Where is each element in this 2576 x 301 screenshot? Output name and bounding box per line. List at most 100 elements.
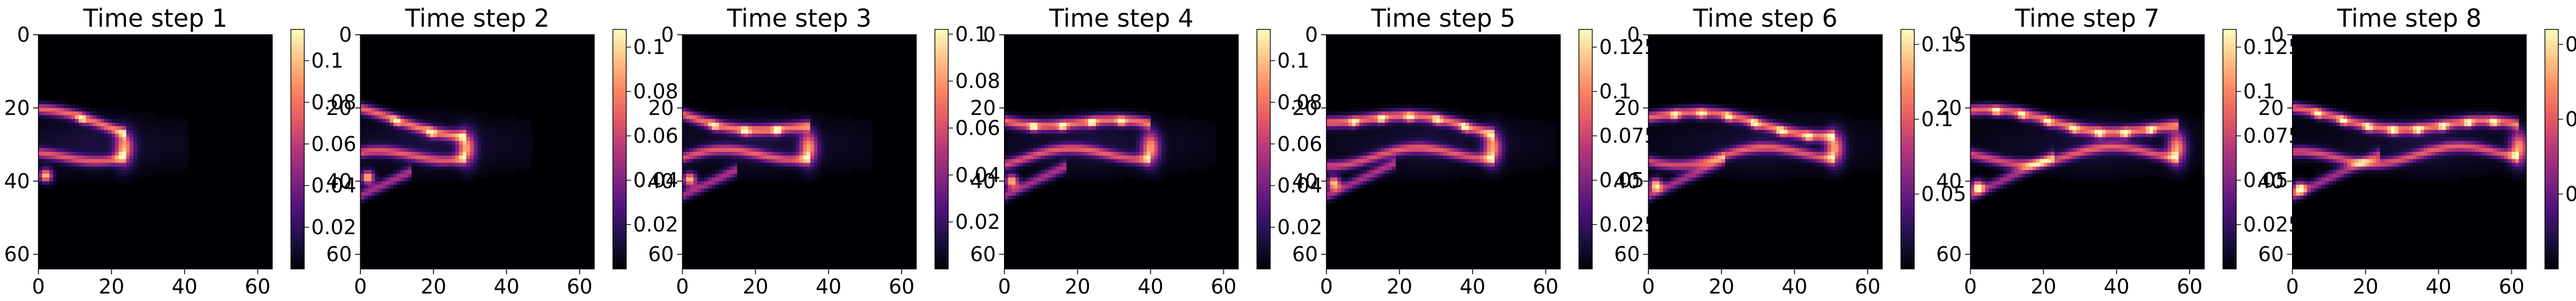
heatmap-cell: [71, 126, 75, 130]
heatmap-cell: [1406, 104, 1411, 109]
heatmap-cell: [726, 133, 730, 138]
heatmap-cell: [741, 122, 745, 127]
heatmap-cell: [75, 166, 79, 171]
heatmap-cell: [730, 119, 734, 123]
heatmap-cell: [64, 115, 68, 119]
heatmap-cell: [1168, 148, 1173, 152]
heatmap-cell: [78, 137, 83, 141]
heatmap-cell: [1527, 119, 1531, 123]
heatmap-cell: [390, 119, 394, 123]
heatmap-cell: [865, 144, 869, 149]
heatmap-cell: [1015, 115, 1020, 119]
heatmap-cell: [499, 148, 503, 152]
heatmap-cell: [452, 152, 456, 156]
heatmap-cell: [813, 177, 818, 182]
heatmap-cell: [748, 141, 752, 145]
heatmap-cell: [386, 126, 390, 130]
heatmap-cell: [1136, 111, 1140, 115]
heatmap-cell: [1110, 166, 1115, 171]
heatmap-cell: [521, 144, 525, 149]
heatmap-cell: [440, 166, 445, 171]
heatmap-cell: [1388, 133, 1393, 138]
heatmap-cell: [1461, 159, 1466, 163]
heatmap-cell: [126, 133, 130, 138]
heatmap-cell: [865, 166, 869, 171]
heatmap-cell: [1055, 152, 1060, 156]
heatmap-cell: [38, 170, 43, 174]
heatmap-cell: [1168, 159, 1173, 163]
heatmap-cell: [847, 159, 851, 163]
heatmap-cell: [1143, 126, 1148, 130]
heatmap-cell: [393, 107, 398, 112]
heatmap-cell: [839, 163, 844, 167]
heatmap-cell: [1147, 119, 1151, 123]
heatmap-cell: [503, 166, 507, 171]
heatmap-cell: [1403, 166, 1407, 171]
heatmap-cell: [455, 141, 460, 145]
heatmap-cell: [1121, 119, 1125, 123]
heatmap-cell: [1176, 122, 1180, 127]
heatmap-cell: [1421, 159, 1426, 163]
heatmap-cell: [1523, 144, 1528, 149]
heatmap-cell: [364, 122, 368, 127]
heatmap-cell: [473, 177, 478, 182]
heatmap-cell: [177, 148, 181, 152]
heatmap-cell: [1432, 137, 1436, 141]
heatmap-cell: [1190, 141, 1195, 145]
heatmap-cell: [1432, 141, 1436, 145]
heatmap-cell: [1085, 141, 1089, 145]
heatmap-cell: [378, 163, 383, 167]
heatmap-cell: [730, 126, 734, 130]
heatmap-cell: [741, 119, 745, 123]
heatmap-cell: [1008, 174, 1012, 178]
heatmap-cell: [1472, 144, 1476, 149]
heatmap-cell: [1414, 148, 1418, 152]
heatmap-cell: [510, 166, 515, 171]
heatmap-cell: [180, 166, 185, 171]
heatmap-cell: [813, 148, 818, 152]
heatmap-cell: [382, 174, 386, 178]
heatmap-cell: [412, 177, 416, 182]
heatmap-cell: [693, 159, 698, 163]
heatmap-cell: [1161, 174, 1166, 178]
heatmap-cell: [1370, 129, 1374, 134]
heatmap-cell: [737, 133, 741, 138]
heatmap-cell: [799, 174, 803, 178]
heatmap-cell: [393, 141, 398, 145]
heatmap-cell: [795, 126, 800, 130]
heatmap-cell: [1425, 148, 1429, 152]
heatmap-cell: [400, 181, 405, 185]
heatmap-cell: [75, 144, 79, 149]
heatmap-cell: [100, 137, 105, 141]
heatmap-cell: [722, 166, 727, 171]
heatmap-cell: [1030, 163, 1034, 167]
heatmap-cell: [452, 166, 456, 171]
heatmap-cell: [1425, 133, 1429, 138]
heatmap-cell: [690, 170, 694, 174]
heatmap-cell: [1447, 107, 1451, 112]
heatmap-cell: [371, 107, 376, 112]
heatmap-cell: [858, 126, 862, 130]
heatmap-cell: [360, 159, 365, 163]
heatmap-cell: [382, 129, 386, 134]
heatmap-cell: [722, 126, 727, 130]
heatmap-cell: [1048, 115, 1053, 119]
heatmap-cell: [1428, 104, 1433, 109]
heatmap-cell: [755, 122, 760, 127]
heatmap-cell: [1063, 133, 1067, 138]
heatmap-cell: [42, 122, 46, 127]
heatmap-cell: [1498, 152, 1502, 156]
heatmap-cell: [437, 141, 441, 145]
heatmap-cell: [1085, 174, 1089, 178]
heatmap-cell: [148, 115, 152, 119]
heatmap-cell: [813, 170, 818, 174]
heatmap-cell: [718, 129, 723, 134]
heatmap-cell: [1063, 107, 1067, 112]
heatmap-cell: [1410, 159, 1415, 163]
heatmap-cell: [155, 166, 160, 171]
heatmap-cell: [1326, 141, 1331, 145]
heatmap-cell: [173, 133, 178, 138]
heatmap-cell: [1015, 166, 1020, 171]
heatmap-cell: [462, 126, 467, 130]
heatmap-cell: [367, 101, 372, 105]
